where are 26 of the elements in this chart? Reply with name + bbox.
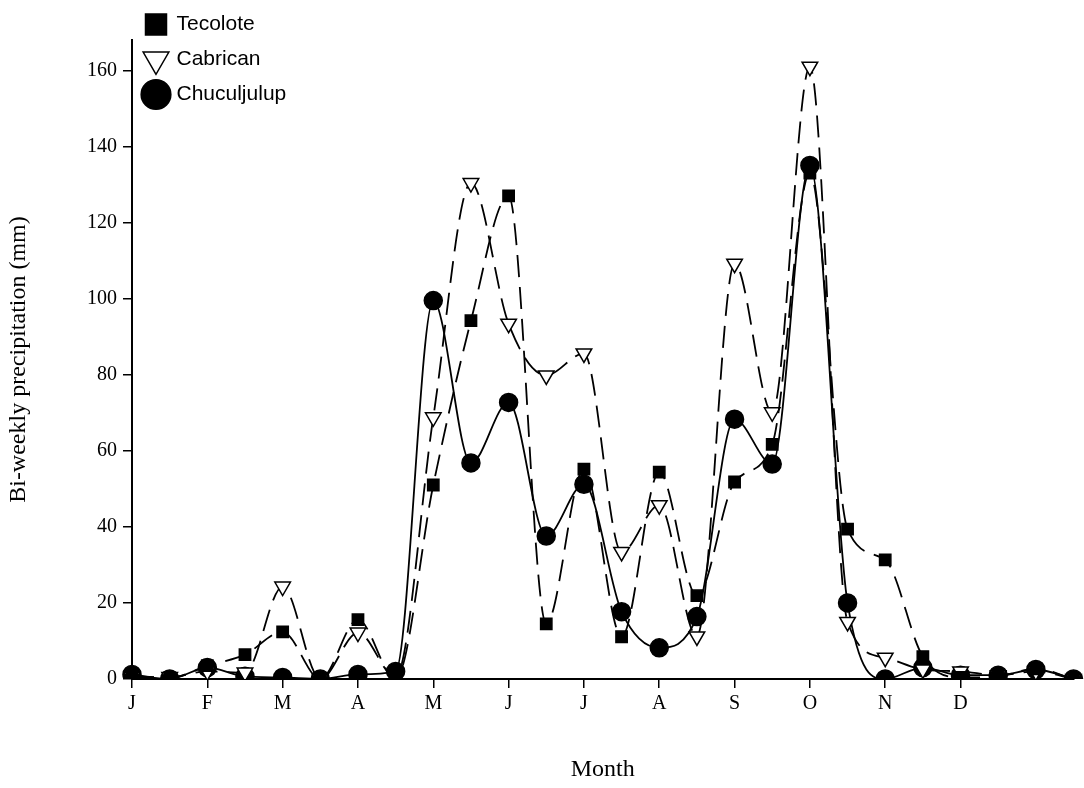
legend-label: Chuculjulup — [176, 81, 287, 105]
x-tick-label: S — [729, 691, 741, 714]
x-tick-label: N — [877, 691, 893, 714]
x-tick-label: O — [802, 691, 818, 714]
x-tick-label: M — [424, 691, 443, 714]
y-tick-label: 40 — [97, 514, 117, 537]
x-tick-label: J — [580, 691, 589, 714]
y-tick-label: 140 — [87, 133, 117, 156]
legend-label: Tecolote — [176, 11, 255, 35]
x-tick-label: D — [953, 691, 968, 714]
x-tick-label: J — [504, 691, 513, 714]
x-axis-title: Month — [570, 754, 635, 781]
y-tick-label: 160 — [87, 57, 117, 80]
x-tick-label: F — [201, 691, 213, 714]
y-axis-title: Bi-weekly precipitation (mm) — [3, 216, 30, 503]
y-tick-label: 20 — [97, 590, 117, 613]
x-tick-label: A — [652, 691, 668, 714]
y-tick-label: 0 — [107, 666, 117, 689]
x-tick-label: J — [128, 691, 137, 714]
x-tick-label: M — [273, 691, 292, 714]
y-tick-label: 80 — [97, 361, 117, 384]
y-tick-label: 60 — [97, 438, 117, 461]
y-tick-label: 100 — [87, 285, 117, 308]
y-tick-label: 120 — [87, 209, 117, 232]
legend-label: Cabrican — [176, 46, 261, 70]
x-tick-label: A — [350, 691, 366, 714]
